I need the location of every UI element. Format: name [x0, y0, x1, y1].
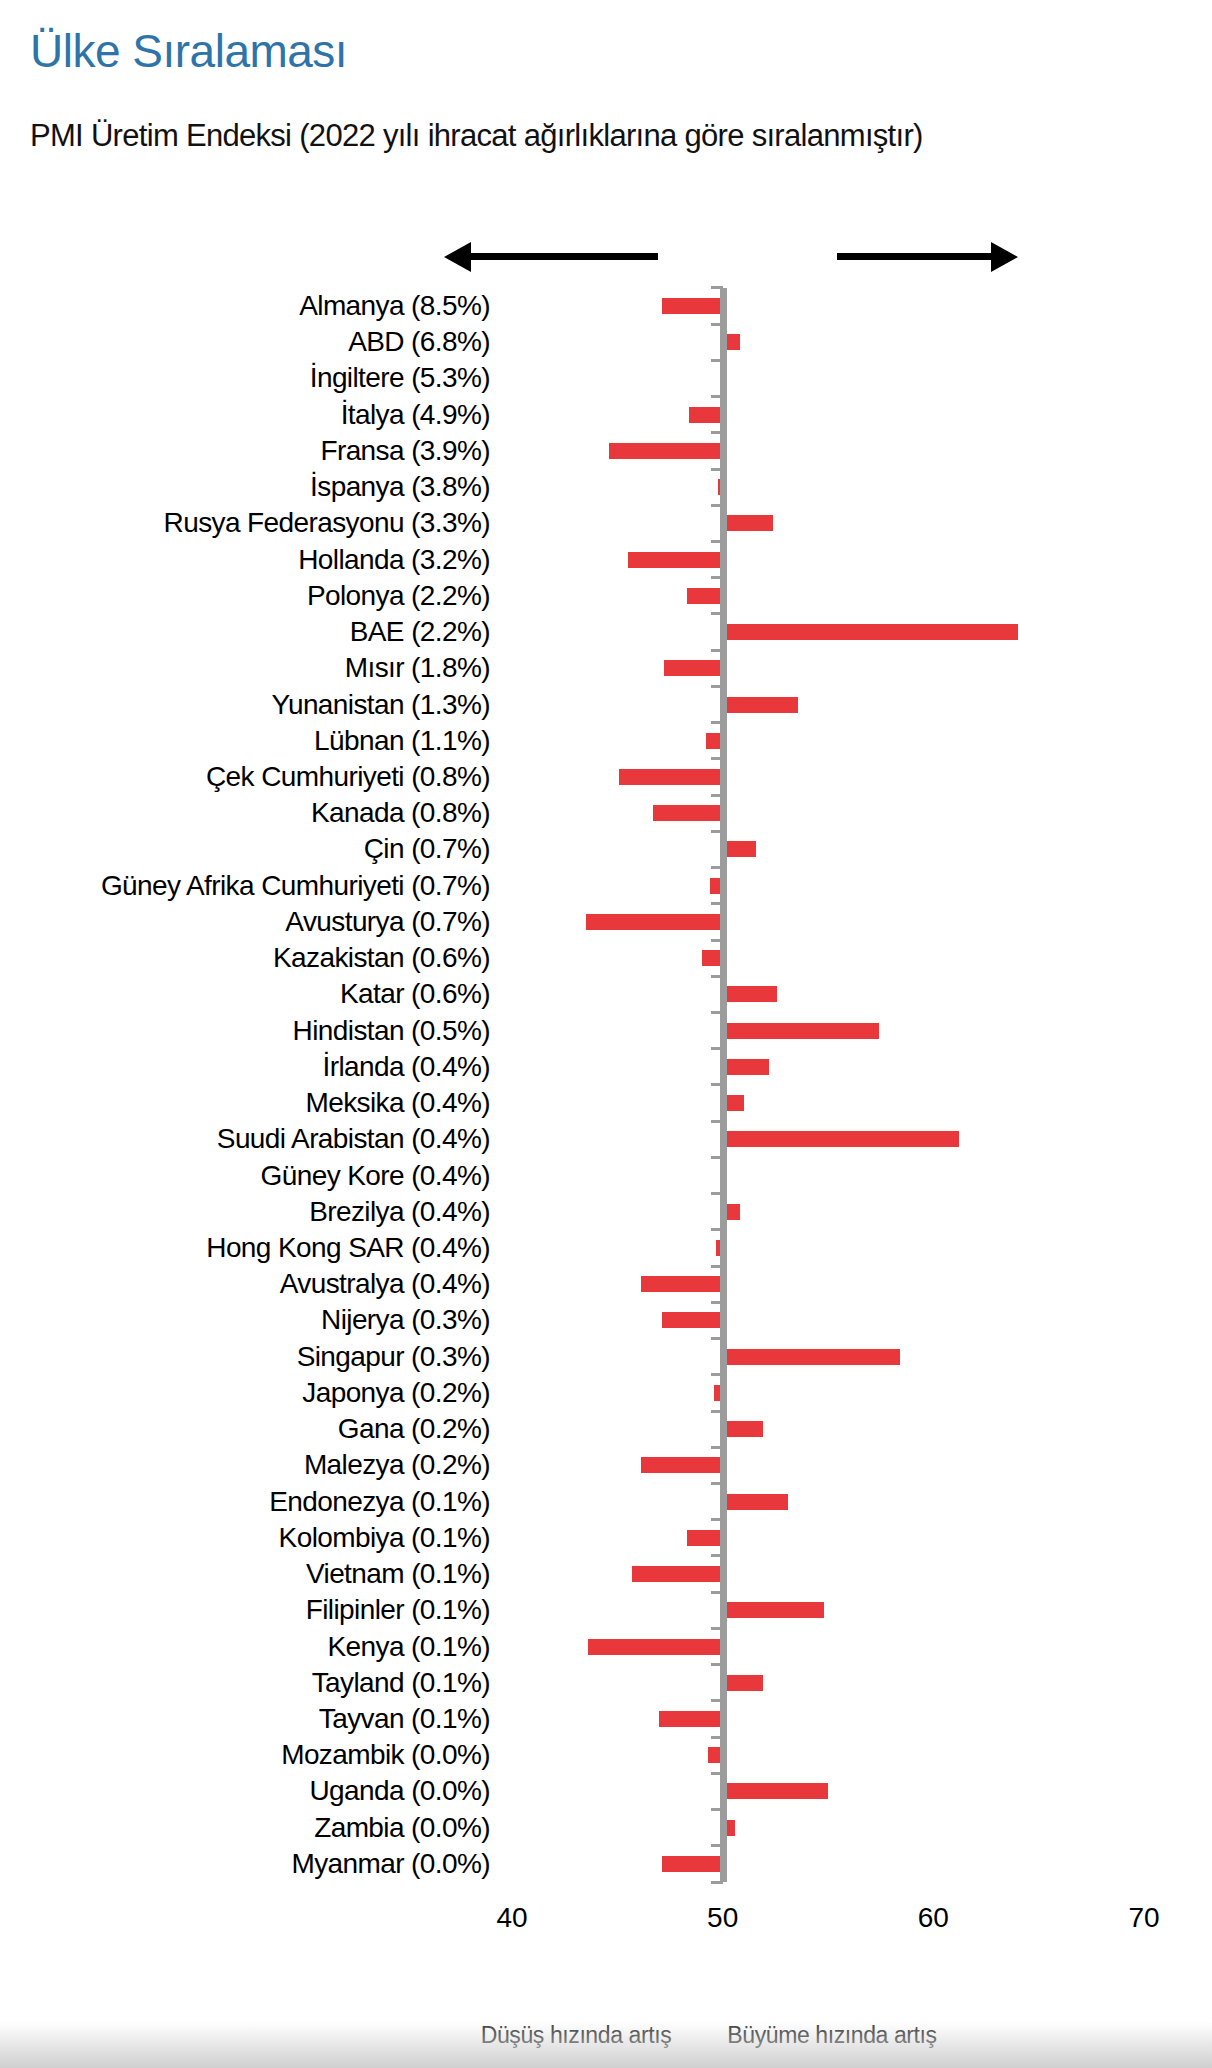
- country-label: Meksika (0.4%): [40, 1088, 490, 1118]
- country-label: Yunanistan (1.3%): [40, 690, 490, 720]
- country-label: Katar (0.6%): [40, 979, 490, 1009]
- bar: [659, 1711, 722, 1727]
- bar: [662, 1856, 723, 1872]
- country-label: Güney Kore (0.4%): [40, 1161, 490, 1191]
- bar: [653, 805, 723, 821]
- bar: [723, 697, 799, 713]
- bar: [723, 624, 1018, 640]
- bar: [723, 1131, 959, 1147]
- bar: [662, 298, 723, 314]
- country-label: Polonya (2.2%): [40, 581, 490, 611]
- bar: [723, 1494, 788, 1510]
- report-page: Ülke Sıralaması PMI Üretim Endeksi (2022…: [0, 0, 1212, 2068]
- country-label: Avusturya (0.7%): [40, 907, 490, 937]
- country-label: Almanya (8.5%): [40, 291, 490, 321]
- bar: [723, 1602, 824, 1618]
- bar: [628, 552, 723, 568]
- country-label: Myanmar (0.0%): [40, 1849, 490, 1879]
- country-label: Kazakistan (0.6%): [40, 943, 490, 973]
- country-label: İtalya (4.9%): [40, 400, 490, 430]
- country-label: Brezilya (0.4%): [40, 1197, 490, 1227]
- country-label: Vietnam (0.1%): [40, 1559, 490, 1589]
- country-label: Hollanda (3.2%): [40, 545, 490, 575]
- bar: [687, 1530, 723, 1546]
- country-label: Hindistan (0.5%): [40, 1016, 490, 1046]
- country-label: Suudi Arabistan (0.4%): [40, 1124, 490, 1154]
- bar: [641, 1276, 723, 1292]
- country-label: Fransa (3.9%): [40, 436, 490, 466]
- country-label: Gana (0.2%): [40, 1414, 490, 1444]
- country-label: Zambia (0.0%): [40, 1813, 490, 1843]
- country-label: İngiltere (5.3%): [40, 363, 490, 393]
- country-label: Singapur (0.3%): [40, 1342, 490, 1372]
- country-label: Çek Cumhuriyeti (0.8%): [40, 762, 490, 792]
- bar: [723, 1421, 763, 1437]
- x-axis-label: 70: [1104, 1902, 1184, 1934]
- bar: [689, 407, 723, 423]
- bar: [664, 660, 723, 676]
- bar: [723, 1675, 763, 1691]
- country-label: Mozambik (0.0%): [40, 1740, 490, 1770]
- country-label: Hong Kong SAR (0.4%): [40, 1233, 490, 1263]
- bar: [588, 1639, 723, 1655]
- bar: [723, 1349, 900, 1365]
- country-label: Tayland (0.1%): [40, 1668, 490, 1698]
- country-label: İspanya (3.8%): [40, 472, 490, 502]
- bar: [723, 1023, 879, 1039]
- bar: [723, 841, 757, 857]
- bar: [723, 1059, 769, 1075]
- country-label: Kolombiya (0.1%): [40, 1523, 490, 1553]
- country-label: Kanada (0.8%): [40, 798, 490, 828]
- bar: [619, 769, 722, 785]
- country-label: İrlanda (0.4%): [40, 1052, 490, 1082]
- x-axis-label: 60: [893, 1902, 973, 1934]
- country-label: BAE (2.2%): [40, 617, 490, 647]
- country-label: Uganda (0.0%): [40, 1776, 490, 1806]
- bar: [641, 1457, 723, 1473]
- x-axis-label: 50: [683, 1902, 763, 1934]
- bar: [723, 515, 774, 531]
- country-label: Güney Afrika Cumhuriyeti (0.7%): [40, 871, 490, 901]
- country-label: Tayvan (0.1%): [40, 1704, 490, 1734]
- country-label: Avustralya (0.4%): [40, 1269, 490, 1299]
- country-label: Mısır (1.8%): [40, 653, 490, 683]
- country-label: Lübnan (1.1%): [40, 726, 490, 756]
- bar: [632, 1566, 723, 1582]
- bar: [687, 588, 723, 604]
- country-label: Japonya (0.2%): [40, 1378, 490, 1408]
- country-label: Kenya (0.1%): [40, 1632, 490, 1662]
- country-label: Nijerya (0.3%): [40, 1305, 490, 1335]
- bar: [723, 1783, 828, 1799]
- page-bottom-edge: [0, 2022, 1212, 2068]
- bar: [586, 914, 723, 930]
- baseline-50: [720, 288, 727, 1882]
- bar: [723, 986, 778, 1002]
- country-label: Malezya (0.2%): [40, 1450, 490, 1480]
- bar: [662, 1312, 723, 1328]
- bar: [609, 443, 723, 459]
- pmi-bar-chart: Almanya (8.5%) ABD (6.8%) İngiltere (5.3%)…: [0, 0, 1212, 2068]
- country-label: Çin (0.7%): [40, 834, 490, 864]
- country-label: Rusya Federasyonu (3.3%): [40, 508, 490, 538]
- country-label: Endonezya (0.1%): [40, 1487, 490, 1517]
- x-axis-label: 40: [472, 1902, 552, 1934]
- country-label: Filipinler (0.1%): [40, 1595, 490, 1625]
- country-label: ABD (6.8%): [40, 327, 490, 357]
